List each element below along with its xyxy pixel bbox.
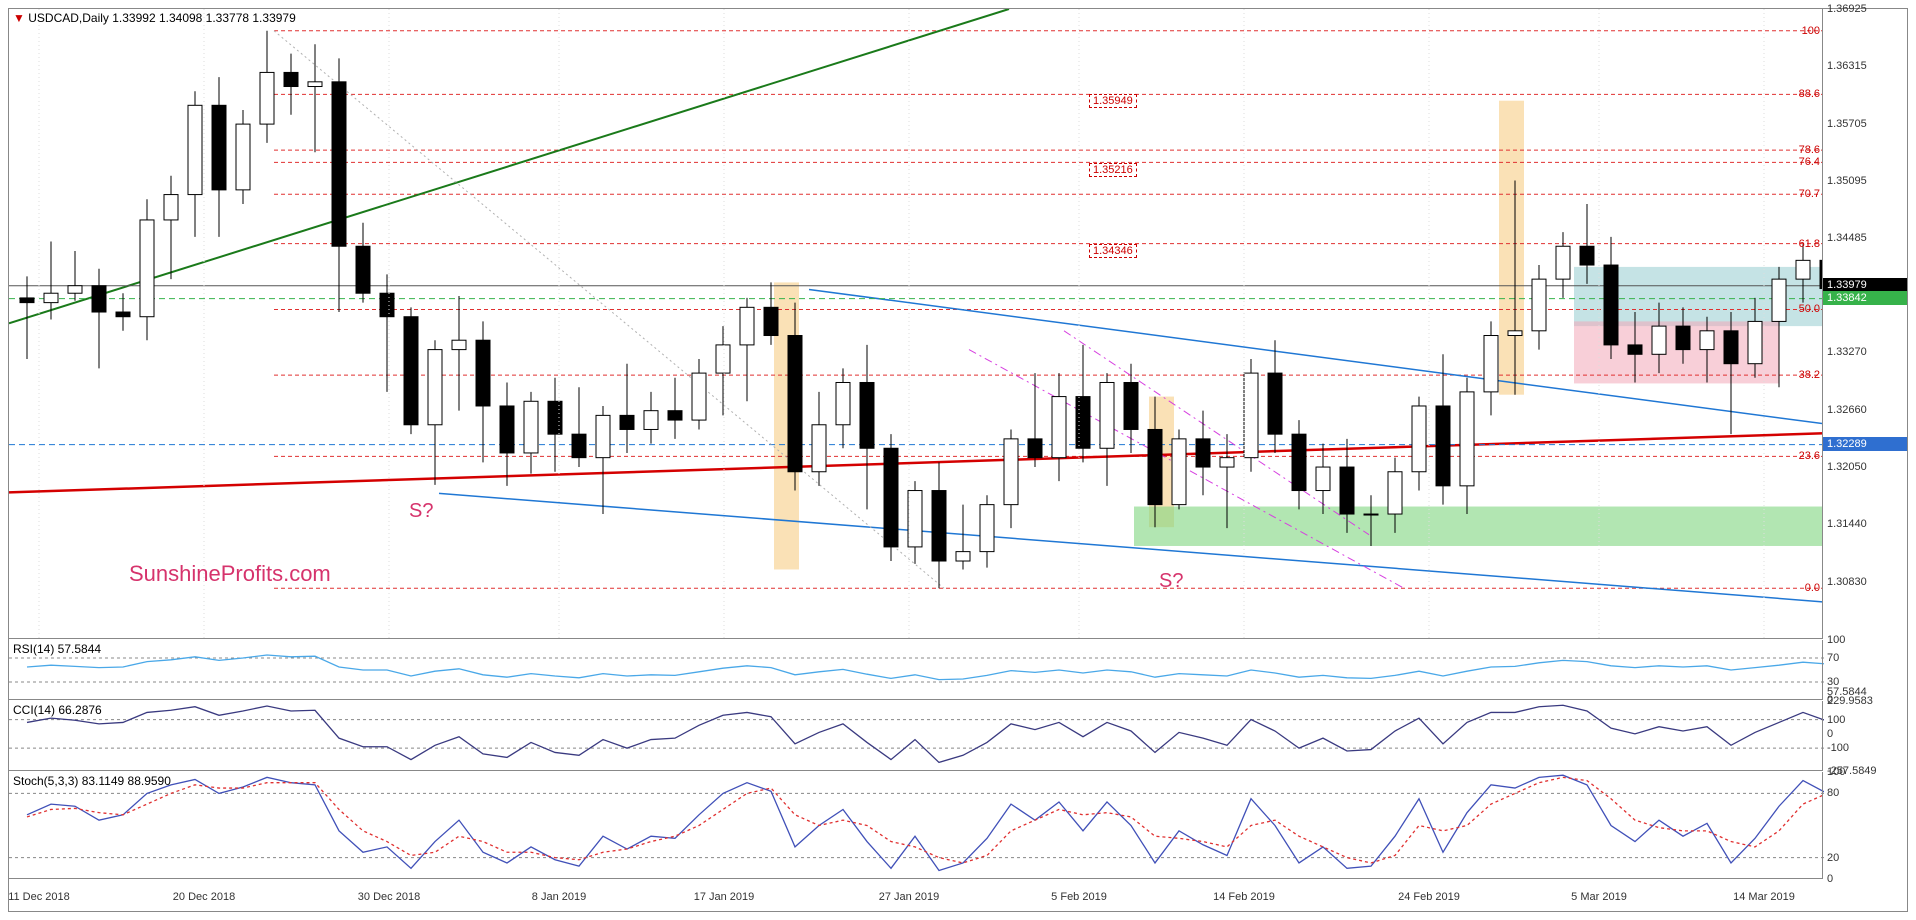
yaxis-tick: 1.32660 — [1827, 404, 1867, 416]
fib-level-label: 50.0 — [1799, 303, 1820, 315]
symbol-tf: USDCAD,Daily — [28, 11, 112, 25]
chart-container: ▼ USDCAD,Daily 1.33992 1.34098 1.33778 1… — [8, 8, 1908, 912]
fib-level-label: 38.2 — [1799, 369, 1820, 381]
cci-yaxis: -100100229.95830-257.5849 — [1822, 701, 1907, 771]
price-tag: 1.32289 — [1823, 437, 1907, 451]
chart-annotation: S? — [409, 500, 433, 523]
rsi-svg — [9, 640, 1824, 700]
main-price-panel[interactable]: ▼ USDCAD,Daily 1.33992 1.34098 1.33778 1… — [9, 9, 1822, 639]
date-xaxis: 11 Dec 2018 20 Dec 2018 30 Dec 2018 8 Jan 2… — [9, 879, 1822, 911]
indicator-yaxis-tick: 0 — [1827, 873, 1833, 885]
cci-svg — [9, 701, 1824, 771]
xaxis-tick: 24 Feb 2019 — [1398, 891, 1460, 903]
fib-level-label: 78.6 — [1799, 144, 1820, 156]
fib-level-label: 70.7 — [1799, 188, 1820, 200]
dropdown-arrow-icon[interactable]: ▼ — [13, 11, 25, 25]
yaxis-tick: 1.33270 — [1827, 346, 1867, 358]
indicator-yaxis-tick: 100 — [1827, 766, 1845, 778]
stoch-panel[interactable]: Stoch(5,3,3) 83.1149 88.9590 — [9, 772, 1822, 879]
yaxis-tick: 1.34485 — [1827, 232, 1867, 244]
main-chart-svg — [9, 9, 1824, 639]
yaxis-tick: 1.36925 — [1827, 3, 1867, 15]
xaxis-tick: 20 Dec 2018 — [173, 891, 235, 903]
chart-annotation: SunshineProfits.com — [129, 561, 331, 587]
xaxis-tick: 17 Jan 2019 — [694, 891, 755, 903]
indicator-yaxis-tick: 100 — [1827, 714, 1845, 726]
rsi-title: RSI(14) 57.5844 — [13, 642, 101, 656]
price-tag: 1.33842 — [1823, 291, 1907, 305]
fib-level-label: 23.6 — [1799, 450, 1820, 462]
fib-price-box: 1.35216 — [1089, 163, 1137, 177]
yaxis-tick: 1.31440 — [1827, 518, 1867, 530]
stoch-svg — [9, 772, 1824, 879]
yaxis-tick: 1.36315 — [1827, 60, 1867, 72]
yaxis-tick: 1.35705 — [1827, 118, 1867, 130]
rsi-panel[interactable]: RSI(14) 57.5844 — [9, 640, 1822, 700]
xaxis-tick: 30 Dec 2018 — [358, 891, 420, 903]
rsi-yaxis: 3070100057.5844 — [1822, 640, 1907, 700]
fib-level-label: 76.4 — [1799, 156, 1820, 168]
stoch-yaxis: 20801000 — [1822, 772, 1907, 879]
yaxis-tick: 1.32050 — [1827, 461, 1867, 473]
yaxis-tick: 1.35095 — [1827, 175, 1867, 187]
chart-title: ▼ USDCAD,Daily 1.33992 1.34098 1.33778 1… — [13, 11, 296, 25]
fib-level-label: 0.0 — [1805, 582, 1820, 594]
xaxis-tick: 5 Feb 2019 — [1051, 891, 1107, 903]
xaxis-tick: 14 Feb 2019 — [1213, 891, 1275, 903]
fib-level-label: 61.8 — [1799, 238, 1820, 250]
fib-price-box: 1.34346 — [1089, 244, 1137, 258]
xaxis-tick: 27 Jan 2019 — [879, 891, 940, 903]
stoch-title: Stoch(5,3,3) 83.1149 88.9590 — [13, 774, 171, 788]
xaxis-tick: 14 Mar 2019 — [1733, 891, 1795, 903]
cci-title: CCI(14) 66.2876 — [13, 703, 102, 717]
indicator-yaxis-tick: 20 — [1827, 852, 1839, 864]
indicator-yaxis-tick: 0 — [1827, 728, 1833, 740]
fib-level-label: 100 — [1802, 25, 1820, 37]
xaxis-tick: 5 Mar 2019 — [1571, 891, 1627, 903]
cci-panel[interactable]: CCI(14) 66.2876 — [9, 701, 1822, 771]
indicator-yaxis-tick: -100 — [1827, 742, 1849, 754]
indicator-yaxis-tick: 229.9583 — [1827, 695, 1873, 707]
fib-price-box: 1.35949 — [1089, 94, 1137, 108]
indicator-yaxis-tick: 70 — [1827, 652, 1839, 664]
indicator-yaxis-tick: 100 — [1827, 634, 1845, 646]
yaxis-tick: 1.30830 — [1827, 576, 1867, 588]
fib-level-label: 88.6 — [1799, 88, 1820, 100]
chart-annotation: S? — [1159, 570, 1183, 593]
price-yaxis: 1.369251.363151.357051.350951.344851.338… — [1822, 9, 1907, 639]
ohlc-text: 1.33992 1.34098 1.33778 1.33979 — [112, 11, 296, 25]
xaxis-tick: 8 Jan 2019 — [532, 891, 586, 903]
xaxis-tick: 11 Dec 2018 — [8, 891, 70, 903]
indicator-yaxis-tick: 80 — [1827, 787, 1839, 799]
